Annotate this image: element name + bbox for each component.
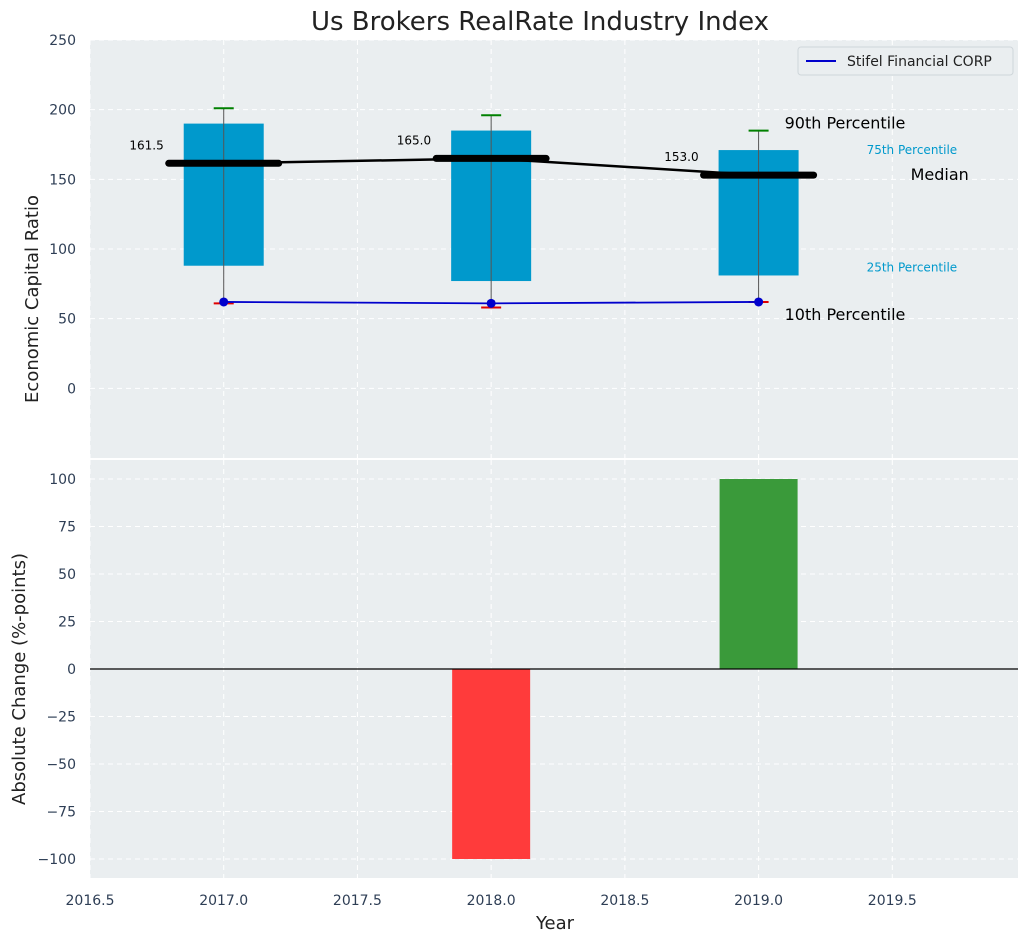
- y-tick-label: 100: [49, 242, 76, 258]
- bar-positive: [719, 479, 798, 669]
- annotation-p90: 90th Percentile: [785, 114, 906, 133]
- y-axis-label: Absolute Change (%-points): [9, 553, 30, 805]
- y-axis-label: Economic Capital Ratio: [22, 195, 43, 403]
- legend-box: [797, 46, 1014, 76]
- legend: Stifel Financial CORP: [797, 46, 1014, 76]
- annotation-p10: 10th Percentile: [785, 305, 906, 324]
- x-tick-label: 2019.0: [734, 893, 783, 909]
- y-tick-label: −50: [46, 757, 76, 773]
- x-tick-label: 2019.5: [868, 893, 917, 909]
- legend-label: Stifel Financial CORP: [847, 54, 992, 70]
- y-tick-label: 50: [58, 567, 76, 583]
- y-tick-label: −100: [38, 852, 76, 868]
- x-tick-label: 2016.5: [66, 893, 115, 909]
- median-value-label: 161.5: [129, 138, 163, 152]
- company-point: [219, 297, 229, 307]
- company-point: [486, 298, 496, 308]
- y-tick-label: 50: [58, 312, 76, 328]
- y-tick-label: 75: [58, 520, 76, 536]
- x-axis-label: Year: [535, 913, 575, 934]
- bar-negative: [452, 669, 531, 859]
- y-tick-label: −75: [46, 805, 76, 821]
- x-tick-label: 2018.5: [600, 893, 649, 909]
- x-tick-label: 2018.0: [467, 893, 516, 909]
- x-tick-label: 2017.5: [333, 893, 382, 909]
- y-tick-label: 25: [58, 615, 76, 631]
- y-tick-label: 150: [49, 172, 76, 188]
- annotation-p25: 25th Percentile: [867, 260, 958, 274]
- bottom-panel: −100 −75 −50 −25 0 25 50 75 100 2016.5 2017.0 2017.…: [9, 460, 1018, 934]
- y-tick-label: 250: [49, 33, 76, 49]
- y-tick-label: 0: [67, 662, 76, 678]
- y-tick-label: 0: [67, 381, 76, 397]
- y-tick-label: 200: [49, 103, 76, 119]
- y-tick-label: 100: [49, 472, 76, 488]
- median-trend-line: [223, 157, 759, 177]
- x-tick-label: 2017.0: [199, 893, 248, 909]
- median-value-label: 153.0: [664, 150, 698, 164]
- company-point: [754, 297, 764, 307]
- annotation-p75: 75th Percentile: [867, 143, 958, 157]
- median-value-label: 165.0: [397, 133, 431, 147]
- y-tick-label: −25: [46, 710, 76, 726]
- chart-title: Us Brokers RealRate Industry Index: [311, 7, 769, 37]
- annotation-median: Median: [911, 165, 969, 184]
- top-panel: 0 50 100 150 200 250 Economic Capital Ratio 161…: [22, 33, 1018, 458]
